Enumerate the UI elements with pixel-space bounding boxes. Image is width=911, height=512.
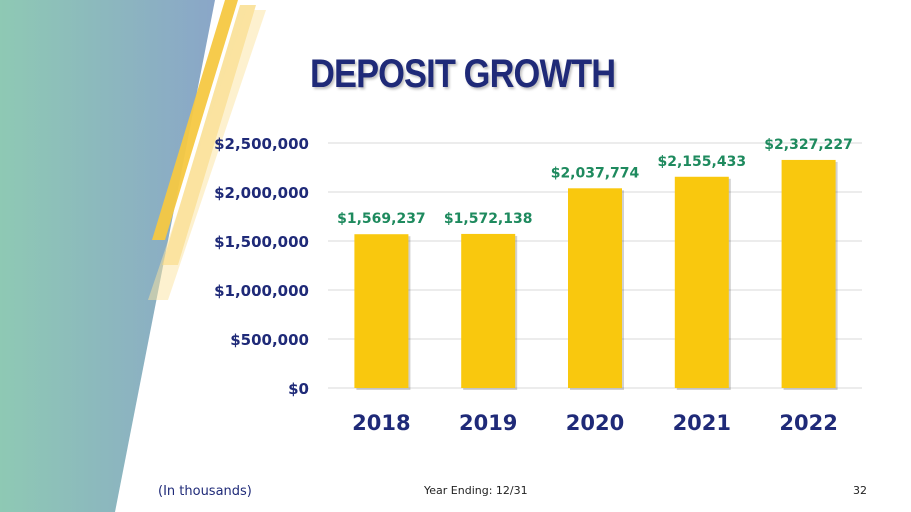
bar-2019 bbox=[461, 233, 516, 388]
y-axis-tick-labels: $0 $500,000 $1,000,000 $1,500,000 $2,000,000… bbox=[214, 135, 309, 398]
slide-title: DEPOSIT GROWTH bbox=[310, 52, 616, 96]
y-tick-label: $1,000,000 bbox=[214, 282, 309, 300]
value-labels: $1,569,237 $1,572,138 $2,037,774 $2,155,433… bbox=[337, 137, 853, 227]
gold-stripe-1 bbox=[152, 0, 238, 240]
value-label: $2,155,433 bbox=[658, 154, 747, 170]
value-label: $1,569,237 bbox=[337, 211, 426, 227]
y-tick-label: $2,000,000 bbox=[214, 184, 309, 202]
x-tick-label: 2018 bbox=[352, 411, 410, 435]
bar-2021 bbox=[674, 176, 729, 388]
left-accent-panel bbox=[0, 0, 215, 512]
bars bbox=[354, 159, 838, 390]
x-tick-label: 2020 bbox=[566, 411, 624, 435]
y-tick-label: $2,500,000 bbox=[214, 135, 309, 153]
x-axis-tick-labels: 2018 2019 2020 2021 2022 bbox=[352, 411, 838, 435]
page-number: 32 bbox=[853, 484, 867, 497]
value-label: $1,572,138 bbox=[444, 211, 533, 227]
bar-2022 bbox=[781, 159, 836, 388]
bar-2018 bbox=[354, 234, 409, 388]
bar-2020 bbox=[568, 188, 622, 388]
units-note: (In thousands) bbox=[158, 484, 252, 499]
x-tick-label: 2022 bbox=[779, 411, 837, 435]
value-label: $2,327,227 bbox=[764, 137, 853, 153]
y-tick-label: $1,500,000 bbox=[214, 233, 309, 251]
year-ending-note: Year Ending: 12/31 bbox=[424, 484, 528, 497]
x-tick-label: 2019 bbox=[459, 411, 517, 435]
x-tick-label: 2021 bbox=[673, 411, 731, 435]
y-tick-label: $0 bbox=[288, 380, 309, 398]
gold-stripe-3 bbox=[148, 10, 266, 300]
value-label: $2,037,774 bbox=[551, 165, 640, 181]
y-tick-label: $500,000 bbox=[230, 331, 309, 349]
